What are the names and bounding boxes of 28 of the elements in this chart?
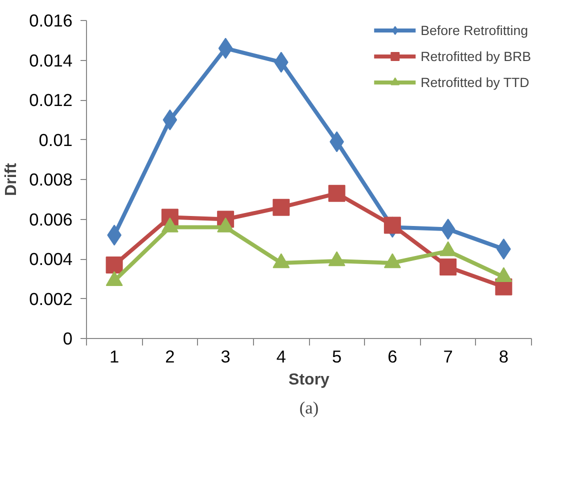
point (328, 184, 346, 202)
point (440, 258, 457, 276)
legend-label: Retrofitted by TTD (420, 74, 530, 90)
y-tick-label: 0.012 (29, 90, 73, 110)
y-tick-label: 0.004 (29, 249, 73, 269)
x-tick-label: 2 (165, 346, 175, 366)
y-axis-title: Drift (3, 162, 20, 196)
x-tick-label: 8 (498, 346, 509, 366)
legend-label: Before Retrofitting (420, 22, 528, 38)
x-tick-label: 1 (109, 346, 120, 366)
point (106, 256, 123, 274)
x-tick-label: 5 (332, 346, 342, 366)
y-tick-label: 0.002 (29, 288, 73, 309)
x-tick-label: 4 (276, 346, 286, 366)
x-axis-title: Story (288, 372, 330, 388)
y-tick-label: 0.01 (38, 130, 73, 150)
legend-label: Retrofitted by BRB (420, 48, 531, 64)
y-tick-label: 0.014 (29, 50, 73, 70)
point (384, 216, 401, 234)
y-tick-label: 0 (62, 328, 73, 348)
x-tick-label: 6 (388, 346, 398, 366)
point (272, 198, 290, 216)
text: (a) (299, 398, 319, 418)
y-tick-label: 0.008 (29, 170, 73, 190)
y-tick-label: 0.016 (29, 10, 73, 30)
x-tick-label: 3 (220, 346, 230, 366)
x-tick-label: 7 (443, 346, 453, 366)
y-tick-label: 0.006 (29, 209, 73, 230)
